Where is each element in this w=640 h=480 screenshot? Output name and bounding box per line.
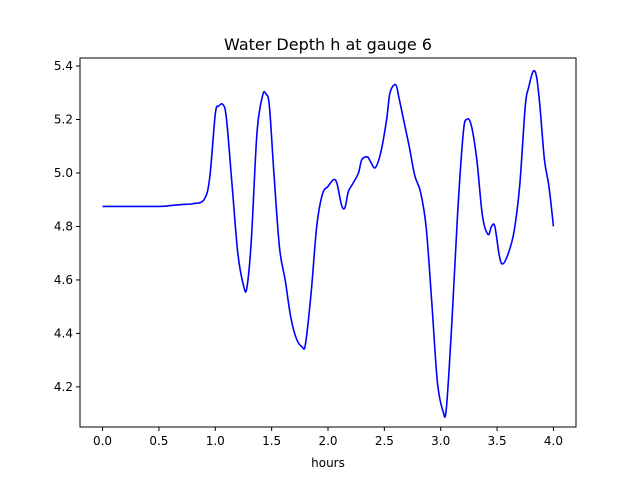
y-axis-ticks: 4.2 4.4 4.6 4.8 5.0 5.2 5.4 (54, 59, 80, 394)
x-tick-label: 2.0 (318, 434, 337, 448)
y-tick-label: 5.2 (54, 113, 73, 127)
y-tick-label: 4.6 (54, 273, 73, 287)
y-tick-label: 5.4 (54, 59, 73, 73)
plot-area-background (80, 58, 576, 427)
x-tick-label: 4.0 (544, 434, 563, 448)
x-axis-label: hours (311, 456, 345, 470)
y-tick-label: 5.0 (54, 166, 73, 180)
chart-title: Water Depth h at gauge 6 (224, 35, 432, 54)
x-tick-label: 1.5 (262, 434, 281, 448)
x-axis-ticks: 0.0 0.5 1.0 1.5 2.0 2.5 3.0 3.5 4.0 (93, 427, 563, 448)
y-tick-label: 4.2 (54, 380, 73, 394)
x-tick-label: 3.5 (488, 434, 507, 448)
series-layer (102, 69, 555, 418)
x-tick-label: 2.5 (375, 434, 394, 448)
x-tick-label: 0.5 (149, 434, 168, 448)
x-tick-label: 3.0 (431, 434, 450, 448)
series-line-0 (102, 69, 555, 418)
y-tick-label: 4.4 (54, 326, 73, 340)
x-tick-label: 0.0 (93, 434, 112, 448)
x-tick-label: 1.0 (206, 434, 225, 448)
y-tick-label: 4.8 (54, 219, 73, 233)
